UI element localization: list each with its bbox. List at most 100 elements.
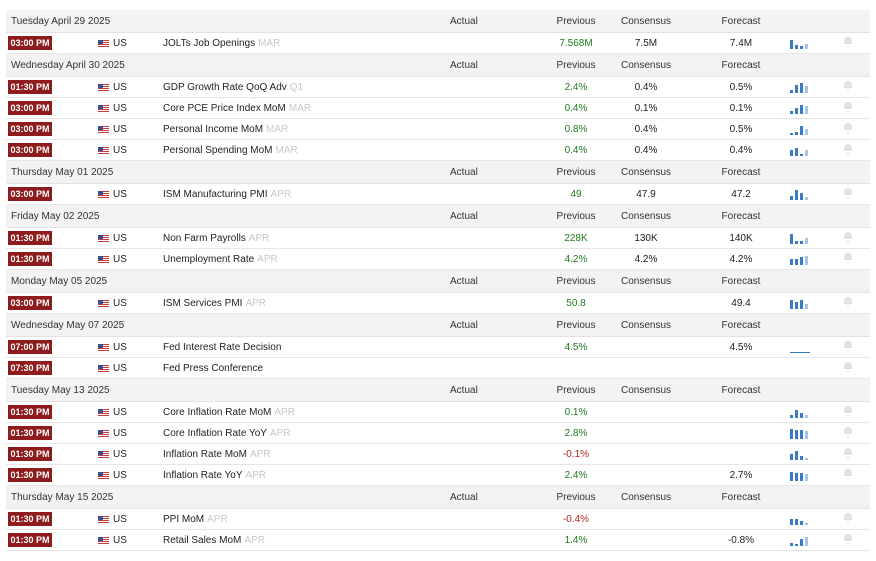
sparkline-bar: [790, 196, 793, 200]
sparkline-chart-icon[interactable]: [790, 342, 810, 353]
bell-icon[interactable]: [844, 144, 852, 154]
event-time-badge: 01:30 PM: [8, 533, 52, 547]
event-name-link[interactable]: GDP Growth Rate QoQ Adv: [163, 82, 287, 93]
event-time-badge: 03:00 PM: [8, 296, 52, 310]
sparkline-chart-icon[interactable]: [790, 298, 810, 309]
bell-icon[interactable]: [844, 362, 852, 372]
event-name-link[interactable]: JOLTs Job Openings: [163, 38, 256, 49]
event-name-link[interactable]: Retail Sales MoM: [163, 535, 242, 546]
event-name-link[interactable]: Fed Press Conference: [163, 363, 264, 374]
sparkline-bar: [795, 190, 798, 200]
sparkline-chart-icon[interactable]: [790, 363, 810, 374]
event-name-cell: PPI MoM APR: [163, 509, 228, 530]
event-name-link[interactable]: Core Inflation Rate MoM: [163, 407, 272, 418]
event-row[interactable]: 07:30 PM US Fed Press Conference: [6, 358, 870, 379]
event-name-link[interactable]: Core PCE Price Index MoM: [163, 103, 286, 114]
us-flag-icon: [98, 191, 109, 198]
event-period: MAR: [275, 145, 298, 156]
event-name-link[interactable]: Personal Income MoM: [163, 124, 264, 135]
sparkline-chart-icon[interactable]: [790, 449, 810, 460]
event-row[interactable]: 03:00 PM US Personal Spending MoM MAR 0.4…: [6, 140, 870, 161]
sparkline-bar: [790, 454, 793, 460]
event-name-link[interactable]: Unemployment Rate: [163, 254, 255, 265]
actual-column-header: Actual: [450, 16, 478, 27]
bell-icon[interactable]: [844, 469, 852, 479]
sparkline-chart-icon[interactable]: [790, 233, 810, 244]
bell-icon[interactable]: [844, 102, 852, 112]
event-name-link[interactable]: Core Inflation Rate YoY: [163, 428, 267, 439]
event-row[interactable]: 03:00 PM US JOLTs Job Openings MAR 7.568M…: [6, 33, 870, 54]
sparkline-chart-icon[interactable]: [790, 103, 810, 114]
us-flag-icon: [98, 472, 109, 479]
previous-column-header: Previous: [556, 16, 596, 27]
bell-icon[interactable]: [844, 427, 852, 437]
bell-icon[interactable]: [844, 448, 852, 458]
bell-icon[interactable]: [844, 81, 852, 91]
sparkline-bar: [800, 193, 803, 200]
event-name-link[interactable]: Personal Spending MoM: [163, 145, 273, 156]
sparkline-bar: [795, 451, 798, 460]
event-period: APR: [270, 189, 292, 200]
sparkline-chart-icon[interactable]: [790, 407, 810, 418]
sparkline-chart-icon[interactable]: [790, 189, 810, 200]
event-row[interactable]: 01:30 PM US Unemployment Rate APR 4.2% 4.…: [6, 249, 870, 270]
bell-icon[interactable]: [844, 513, 852, 523]
sparkline-chart-icon[interactable]: [790, 254, 810, 265]
sparkline-chart-icon[interactable]: [790, 38, 810, 49]
event-row[interactable]: 03:00 PM US Core PCE Price Index MoM MAR …: [6, 98, 870, 119]
sparkline-bar: [800, 154, 803, 156]
sparkline-bar: [790, 352, 795, 353]
event-row[interactable]: 01:30 PM US GDP Growth Rate QoQ Adv Q1 2.…: [6, 77, 870, 98]
sparkline-chart-icon[interactable]: [790, 428, 810, 439]
bell-icon[interactable]: [844, 253, 852, 263]
sparkline-chart-icon[interactable]: [790, 145, 810, 156]
event-row[interactable]: 01:30 PM US Non Farm Payrolls APR 228K 13…: [6, 228, 870, 249]
bell-icon[interactable]: [844, 232, 852, 242]
event-period: APR: [245, 298, 267, 309]
event-name-cell: JOLTs Job Openings MAR: [163, 33, 280, 54]
bell-icon[interactable]: [844, 123, 852, 133]
sparkline-bar: [800, 83, 803, 93]
sparkline-bar: [790, 415, 793, 418]
event-row[interactable]: 01:30 PM US Core Inflation Rate YoY APR 2…: [6, 423, 870, 444]
actual-column-header: Actual: [450, 211, 478, 222]
bell-icon[interactable]: [844, 534, 852, 544]
bell-icon[interactable]: [844, 297, 852, 307]
sparkline-chart-icon[interactable]: [790, 514, 810, 525]
previous-value: 2.8%: [564, 428, 588, 439]
event-row[interactable]: 01:30 PM US PPI MoM APR -0.4%: [6, 509, 870, 530]
event-name-link[interactable]: Non Farm Payrolls: [163, 233, 246, 244]
bell-icon[interactable]: [844, 406, 852, 416]
event-name-link[interactable]: Inflation Rate MoM: [163, 449, 247, 460]
sparkline-bar: [805, 86, 808, 93]
bell-icon[interactable]: [844, 37, 852, 47]
sparkline-chart-icon[interactable]: [790, 124, 810, 135]
date-label: Tuesday April 29 2025: [11, 16, 111, 27]
sparkline-chart-icon[interactable]: [790, 535, 810, 546]
previous-column-header: Previous: [556, 492, 596, 503]
event-row[interactable]: 03:00 PM US ISM Services PMI APR 50.8 49.…: [6, 293, 870, 314]
date-label: Tuesday May 13 2025: [11, 385, 110, 396]
event-row[interactable]: 01:30 PM US Core Inflation Rate MoM APR 0…: [6, 402, 870, 423]
event-row[interactable]: 03:00 PM US Personal Income MoM MAR 0.8% …: [6, 119, 870, 140]
event-name-link[interactable]: ISM Services PMI: [163, 298, 243, 309]
bell-icon[interactable]: [844, 341, 852, 351]
sparkline-chart-icon[interactable]: [790, 82, 810, 93]
event-name-link[interactable]: Fed Interest Rate Decision: [163, 342, 282, 353]
event-name-link[interactable]: ISM Manufacturing PMI: [163, 189, 268, 200]
event-name-link[interactable]: PPI MoM: [163, 514, 205, 525]
sparkline-chart-icon[interactable]: [790, 470, 810, 481]
event-country: US: [113, 514, 127, 525]
event-row[interactable]: 01:30 PM US Inflation Rate MoM APR -0.1%: [6, 444, 870, 465]
event-row[interactable]: 07:00 PM US Fed Interest Rate Decision 4…: [6, 337, 870, 358]
event-name-link[interactable]: Inflation Rate YoY: [163, 470, 243, 481]
us-flag-icon: [98, 300, 109, 307]
actual-column-header: Actual: [450, 60, 478, 71]
forecast-value: 2.7%: [729, 470, 753, 481]
previous-value: 0.1%: [564, 407, 588, 418]
bell-icon[interactable]: [844, 188, 852, 198]
event-row[interactable]: 03:00 PM US ISM Manufacturing PMI APR 49 …: [6, 184, 870, 205]
consensus-column-header: Consensus: [620, 167, 672, 178]
event-row[interactable]: 01:30 PM US Inflation Rate YoY APR 2.4% 2…: [6, 465, 870, 486]
event-row[interactable]: 01:30 PM US Retail Sales MoM APR 1.4% -0.…: [6, 530, 870, 551]
